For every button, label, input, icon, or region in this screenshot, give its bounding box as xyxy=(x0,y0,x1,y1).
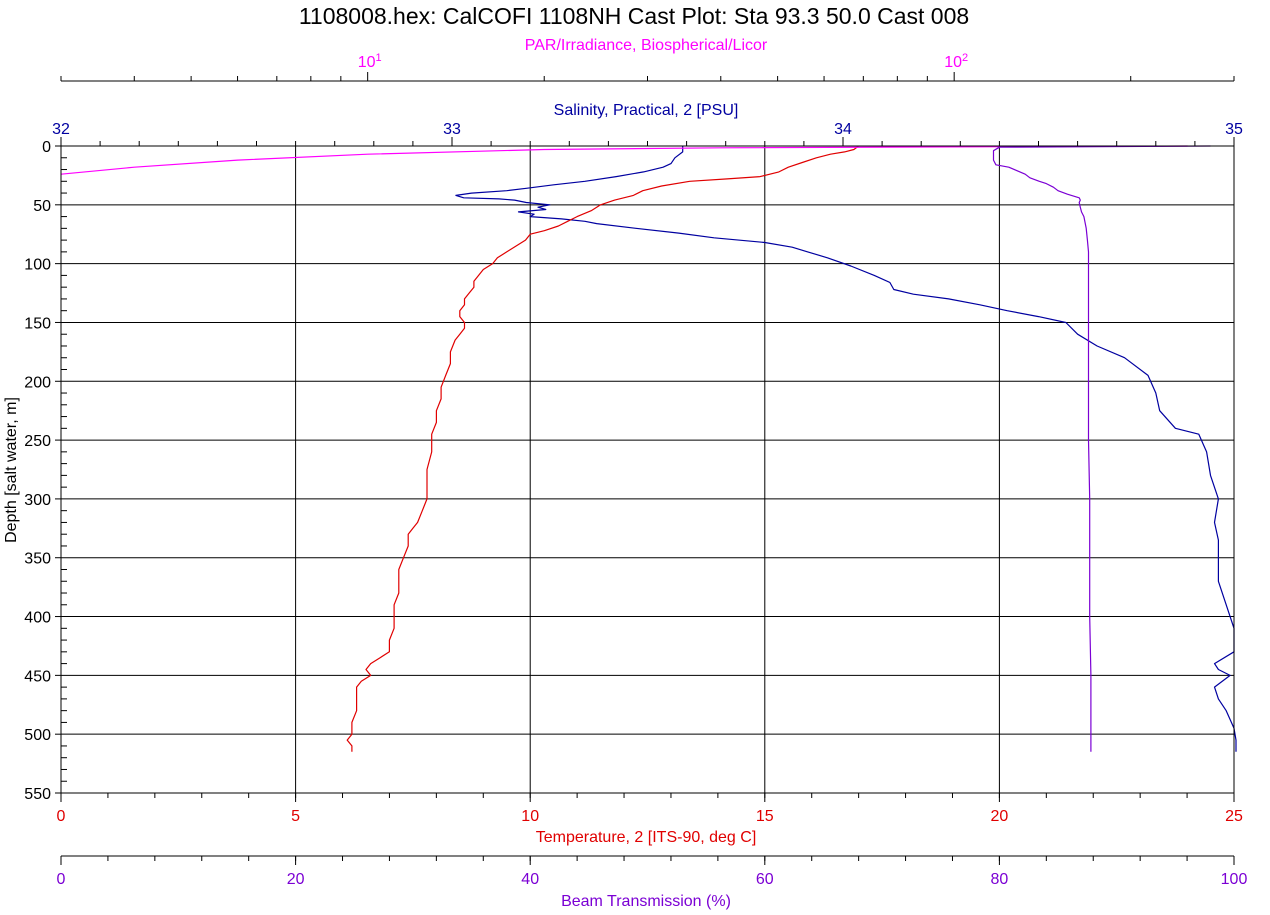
salinity-profile-line xyxy=(455,146,1237,752)
par-axis-label: PAR/Irradiance, Biospherical/Licor xyxy=(525,37,768,54)
temperature-profile-line xyxy=(346,145,859,752)
beam-tick-label: 0 xyxy=(57,871,66,888)
depth-tick-label: 550 xyxy=(24,786,51,803)
temperature-tick-label: 5 xyxy=(291,808,300,825)
depth-tick-label: 350 xyxy=(24,551,51,568)
salinity-tick-label: 32 xyxy=(52,121,70,138)
depth-tick-label: 0 xyxy=(42,139,51,156)
salinity-tick-label: 34 xyxy=(834,121,852,138)
depth-tick-label: 50 xyxy=(33,198,51,215)
depth-tick-label: 400 xyxy=(24,610,51,627)
temperature-tick-label: 25 xyxy=(1225,808,1243,825)
salinity-axis-label: Salinity, Practical, 2 [PSU] xyxy=(554,102,739,119)
par-profile-line xyxy=(60,145,1188,175)
temperature-tick-label: 10 xyxy=(521,808,539,825)
grid xyxy=(61,146,1234,793)
beam-tick-label: 100 xyxy=(1221,871,1248,888)
temperature-tick-label: 20 xyxy=(991,808,1009,825)
beam-tick-label: 60 xyxy=(756,871,774,888)
beam-axis-label: Beam Transmission (%) xyxy=(561,893,731,910)
depth-tick-label: 200 xyxy=(24,374,51,391)
plot-frame xyxy=(60,145,1235,794)
depth-tick-label: 450 xyxy=(24,668,51,685)
par-tick-label: 101 xyxy=(358,52,382,71)
salinity-tick-label: 33 xyxy=(443,121,461,138)
depth-tick-label: 500 xyxy=(24,727,51,744)
depth-tick-label: 300 xyxy=(24,492,51,509)
temperature-tick-label: 15 xyxy=(756,808,774,825)
series xyxy=(60,145,1237,752)
beam-profile-line xyxy=(992,145,1211,752)
beam-tick-label: 40 xyxy=(521,871,539,888)
depth-tick-label: 250 xyxy=(24,433,51,450)
depth-tick-label: 100 xyxy=(24,257,51,274)
beam-tick-label: 80 xyxy=(991,871,1009,888)
chart-title: 1108008.hex: CalCOFI 1108NH Cast Plot: S… xyxy=(299,3,969,29)
beam-tick-label: 20 xyxy=(287,871,305,888)
temperature-axis-label: Temperature, 2 [ITS-90, deg C] xyxy=(536,829,757,846)
temperature-tick-label: 0 xyxy=(57,808,66,825)
depth-tick-label: 150 xyxy=(24,315,51,332)
depth-axis-label: Depth [salt water, m] xyxy=(3,397,20,543)
salinity-tick-label: 35 xyxy=(1225,121,1243,138)
par-tick-label: 102 xyxy=(944,52,968,71)
